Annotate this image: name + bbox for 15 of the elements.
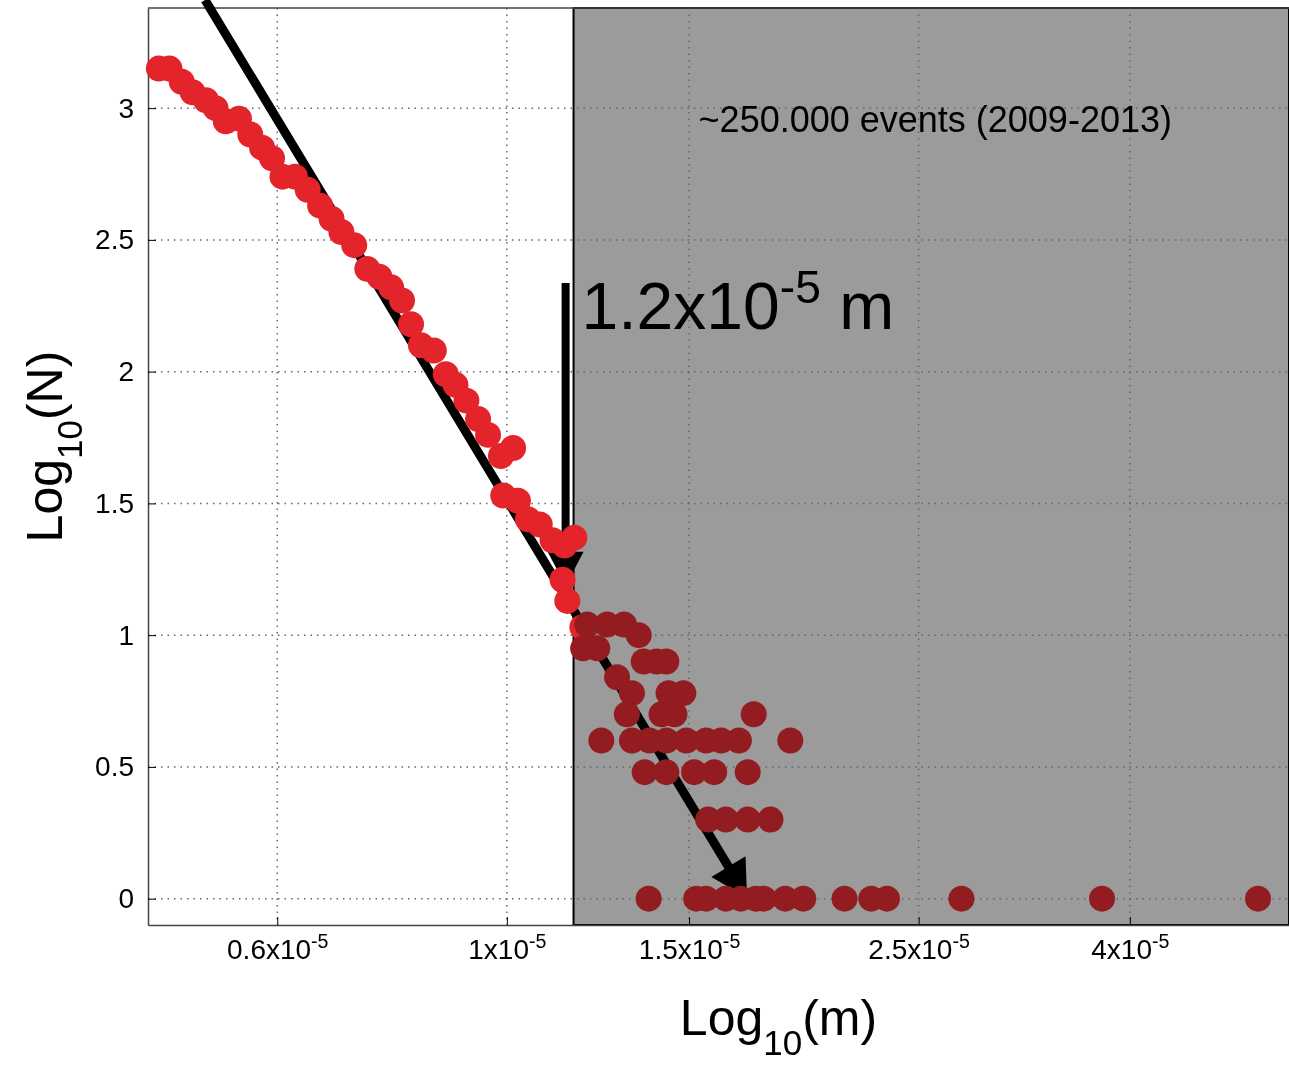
x-tick-label: 1.5x10$^{-5}$ — [638, 930, 741, 965]
y-tick-label: 0 — [118, 883, 134, 915]
y-tick-label: 3 — [118, 92, 134, 124]
y-tick-label: 2 — [118, 356, 134, 388]
y-tick-label: 2.5 — [95, 224, 134, 256]
annotation: ~250.000 events (2009-2013) — [698, 98, 1172, 140]
x-axis-title: Log$_{10}$(m) — [679, 990, 878, 1062]
y-tick-label: 1.5 — [95, 487, 134, 519]
x-tick-label: 2.5x10$^{-5}$ — [868, 930, 970, 965]
y-tick-label: 1 — [118, 619, 134, 651]
x-tick-label: 4x10$^{-5}$ — [1091, 930, 1170, 965]
y-tick-label: 0.5 — [95, 751, 134, 783]
x-tick-label: 0.6x10$^{-5}$ — [227, 930, 329, 965]
x-tick-label: 1x10$^{-5}$ — [468, 930, 547, 965]
annotation: 1.2x10$^{-5}$ m — [581, 260, 895, 343]
